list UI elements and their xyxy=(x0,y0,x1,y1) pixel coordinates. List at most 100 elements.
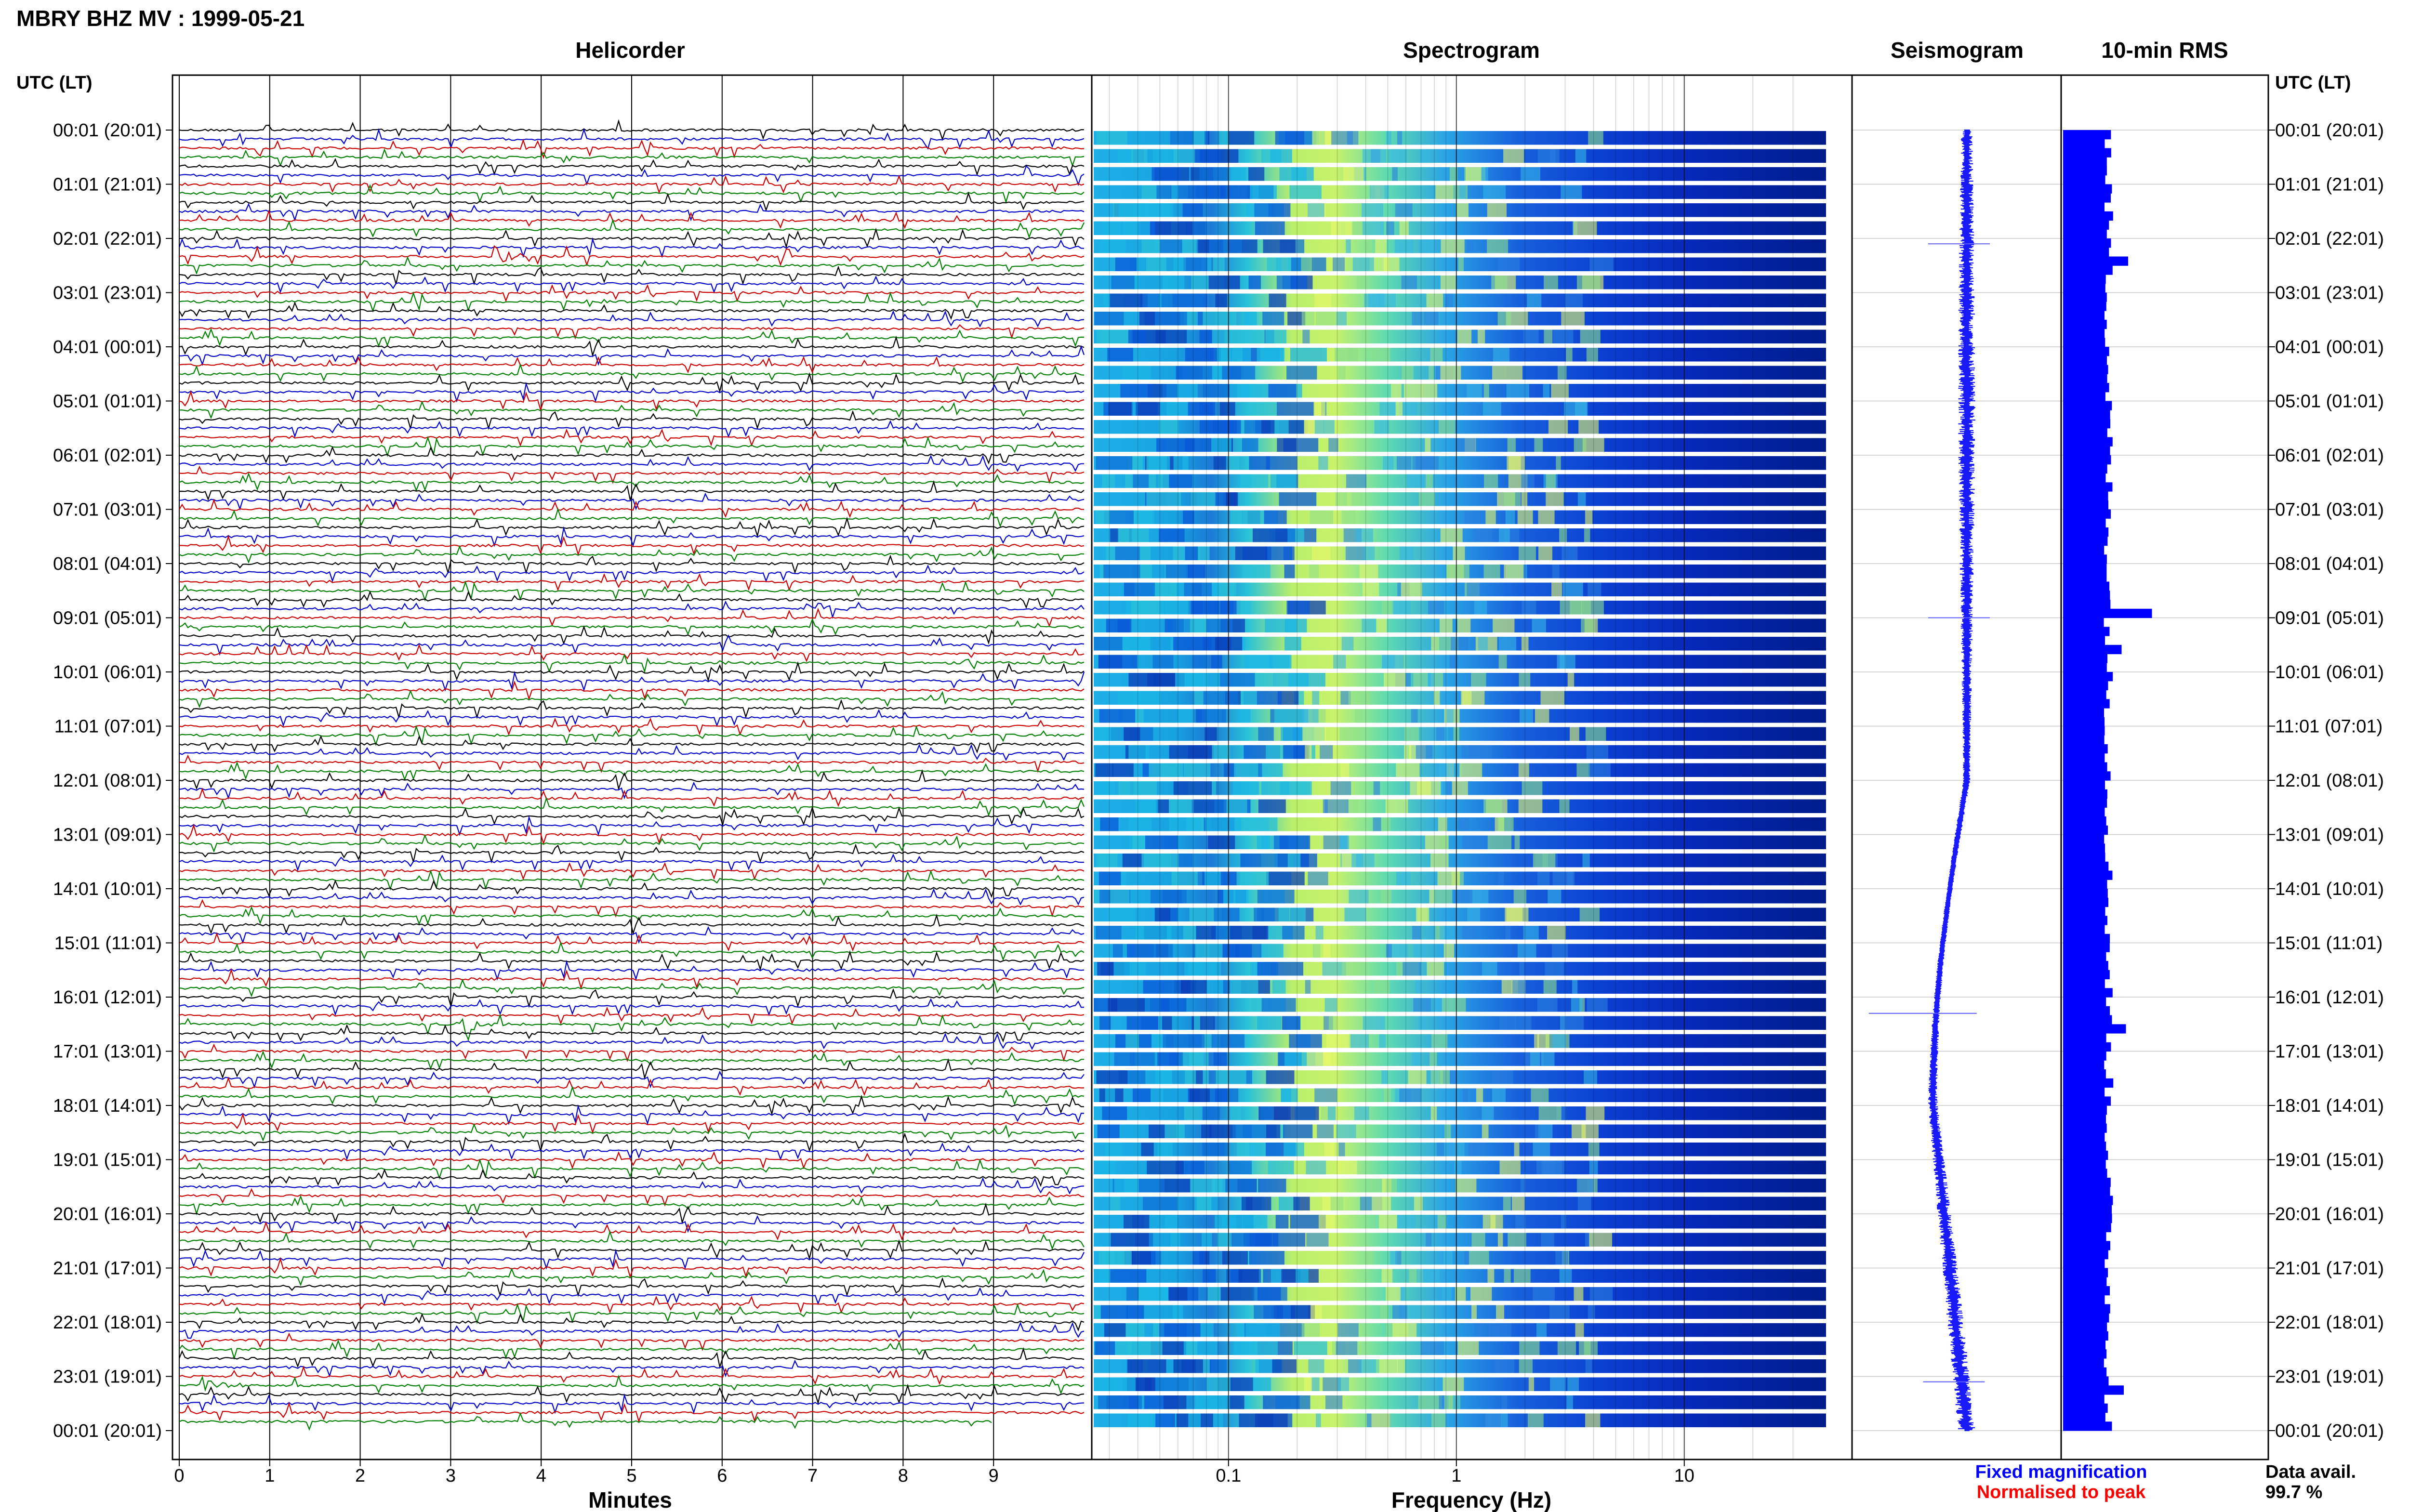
spectrogram-cell xyxy=(1157,1052,1179,1066)
spectrogram-cell xyxy=(1505,366,1522,380)
spectrogram-cell xyxy=(1142,1196,1178,1210)
spectrogram-cell xyxy=(1111,1233,1149,1247)
spectrogram-cell xyxy=(1582,438,1604,452)
spectrogram-cell xyxy=(1193,131,1205,145)
spectrogram-cell xyxy=(1498,871,1504,885)
spectrogram-cell xyxy=(1144,1377,1155,1391)
helicorder-xtick-label: 5 xyxy=(626,1466,636,1486)
spectrogram-cell xyxy=(1512,980,1526,994)
rms-bar xyxy=(2063,644,2122,655)
spectrogram-cell xyxy=(1379,1034,1386,1048)
spectrogram-cell xyxy=(1456,438,1476,452)
spectrogram-cell xyxy=(1305,980,1311,994)
rms-bar xyxy=(2063,1178,2111,1187)
spectrogram-cell xyxy=(1204,871,1221,885)
rms-bar xyxy=(2063,572,2107,582)
spectrogram-cell xyxy=(1469,1143,1486,1157)
spectrogram-cell xyxy=(1112,763,1134,777)
helicorder-trace-line xyxy=(179,815,1085,836)
helicorder-trace-line xyxy=(179,480,1085,502)
spectrogram-cell xyxy=(1284,565,1295,579)
helicorder-trace-line xyxy=(179,301,1085,320)
spectrogram-cell xyxy=(1412,456,1434,470)
spectrogram-cell xyxy=(1318,1215,1335,1229)
spectrogram-cell xyxy=(1262,312,1284,326)
spectrogram-row xyxy=(1094,1305,1826,1319)
rms-bar xyxy=(2063,1105,2107,1115)
spectrogram-cell xyxy=(1266,871,1305,885)
rms-bar xyxy=(2063,1403,2108,1413)
spectrogram-cell xyxy=(1469,1251,1489,1265)
helicorder-trace-line xyxy=(179,1374,1085,1395)
spectrogram-cell xyxy=(1113,962,1146,976)
spectrogram-cell xyxy=(1356,528,1373,542)
spectrogram-cell xyxy=(1306,1160,1326,1174)
rms-bars xyxy=(2061,130,2268,1431)
spectrogram-cell xyxy=(1444,1124,1451,1138)
spectrogram-cell xyxy=(1474,601,1487,615)
spectrogram-cell xyxy=(1380,817,1391,831)
spectrogram-cell xyxy=(1130,1052,1155,1066)
spectrogram-cell xyxy=(1258,1179,1286,1193)
spectrogram-cell xyxy=(1552,944,1568,958)
legend-fixed-magnification: Fixed magnification xyxy=(1975,1462,2147,1482)
spectrogram-cell xyxy=(1336,312,1347,326)
spectrogram-cell xyxy=(1484,474,1498,488)
spectrogram-cell xyxy=(1540,691,1564,705)
spectrogram-cell xyxy=(1194,1395,1219,1409)
helicorder-trace-line xyxy=(179,184,1085,204)
spectrogram-cell xyxy=(1184,1106,1203,1120)
spectrogram-cell xyxy=(1588,1143,1600,1157)
spectrogram-cell xyxy=(1155,329,1187,343)
spectrogram-cell xyxy=(1338,1377,1349,1391)
spectrogram-cell xyxy=(1125,1034,1139,1048)
spectrogram-cell xyxy=(1395,402,1403,416)
spectrogram-cell xyxy=(1528,1377,1534,1391)
spectrogram-cell xyxy=(1414,1196,1423,1210)
rms-bar xyxy=(2063,997,2106,1007)
spectrogram-cell xyxy=(1135,944,1173,958)
spectrogram-cell xyxy=(1118,528,1149,542)
helicorder-trace-line xyxy=(179,381,1085,403)
spectrogram-cell xyxy=(1557,655,1575,669)
spectrogram-cell xyxy=(1183,1052,1204,1066)
helicorder-trace-line xyxy=(179,202,1085,222)
rms-bar xyxy=(2063,1169,2107,1178)
rms-bar xyxy=(2063,355,2107,366)
spectrogram-cell xyxy=(1354,709,1363,723)
rms-bar xyxy=(2063,807,2105,817)
helicorder-trace-line xyxy=(179,275,1085,294)
spectrogram-cell xyxy=(1519,1359,1533,1373)
helicorder-trace-line xyxy=(179,1168,1085,1187)
spectrogram-cell xyxy=(1440,926,1455,940)
rms-bar xyxy=(2063,193,2111,203)
spectrogram-cell xyxy=(1431,1034,1448,1048)
spectrogram-cell xyxy=(1363,1016,1385,1030)
spectrogram-cell xyxy=(1439,1395,1445,1409)
helicorder-trace-line xyxy=(179,328,1085,348)
spectrogram-cell xyxy=(1437,1215,1446,1229)
spectrogram-cell xyxy=(1341,637,1354,651)
spectrogram-cell xyxy=(1284,1143,1297,1157)
spectrogram-cell xyxy=(1166,438,1185,452)
spectrogram-cell xyxy=(1462,1088,1468,1102)
rms-bar xyxy=(2063,672,2113,682)
spectrogram-cell xyxy=(1255,221,1285,235)
spectrogram-cell xyxy=(1286,601,1310,615)
spectrogram-cell xyxy=(1115,257,1137,271)
spectrogram-cell xyxy=(1144,1215,1178,1229)
spectrogram-image xyxy=(1094,75,1826,1459)
spectrogram-cell xyxy=(1567,673,1575,687)
spectrogram-row xyxy=(1094,1215,1826,1229)
rms-bar xyxy=(2063,1078,2114,1088)
spectrogram-cell xyxy=(1411,709,1418,723)
spectrogram-cell xyxy=(1499,1016,1516,1030)
spectrogram-cell xyxy=(1135,926,1172,940)
spectrogram-cell xyxy=(1521,167,1540,181)
spectrogram-cell xyxy=(1178,185,1197,199)
helicorder-xtick-label: 2 xyxy=(355,1466,365,1486)
utc-label-right: 14:01 (10:01) xyxy=(2275,879,2384,899)
spectrogram-row xyxy=(1094,854,1826,868)
helicorder-trace-line xyxy=(179,435,1085,458)
spectrogram-cell xyxy=(1458,817,1469,831)
